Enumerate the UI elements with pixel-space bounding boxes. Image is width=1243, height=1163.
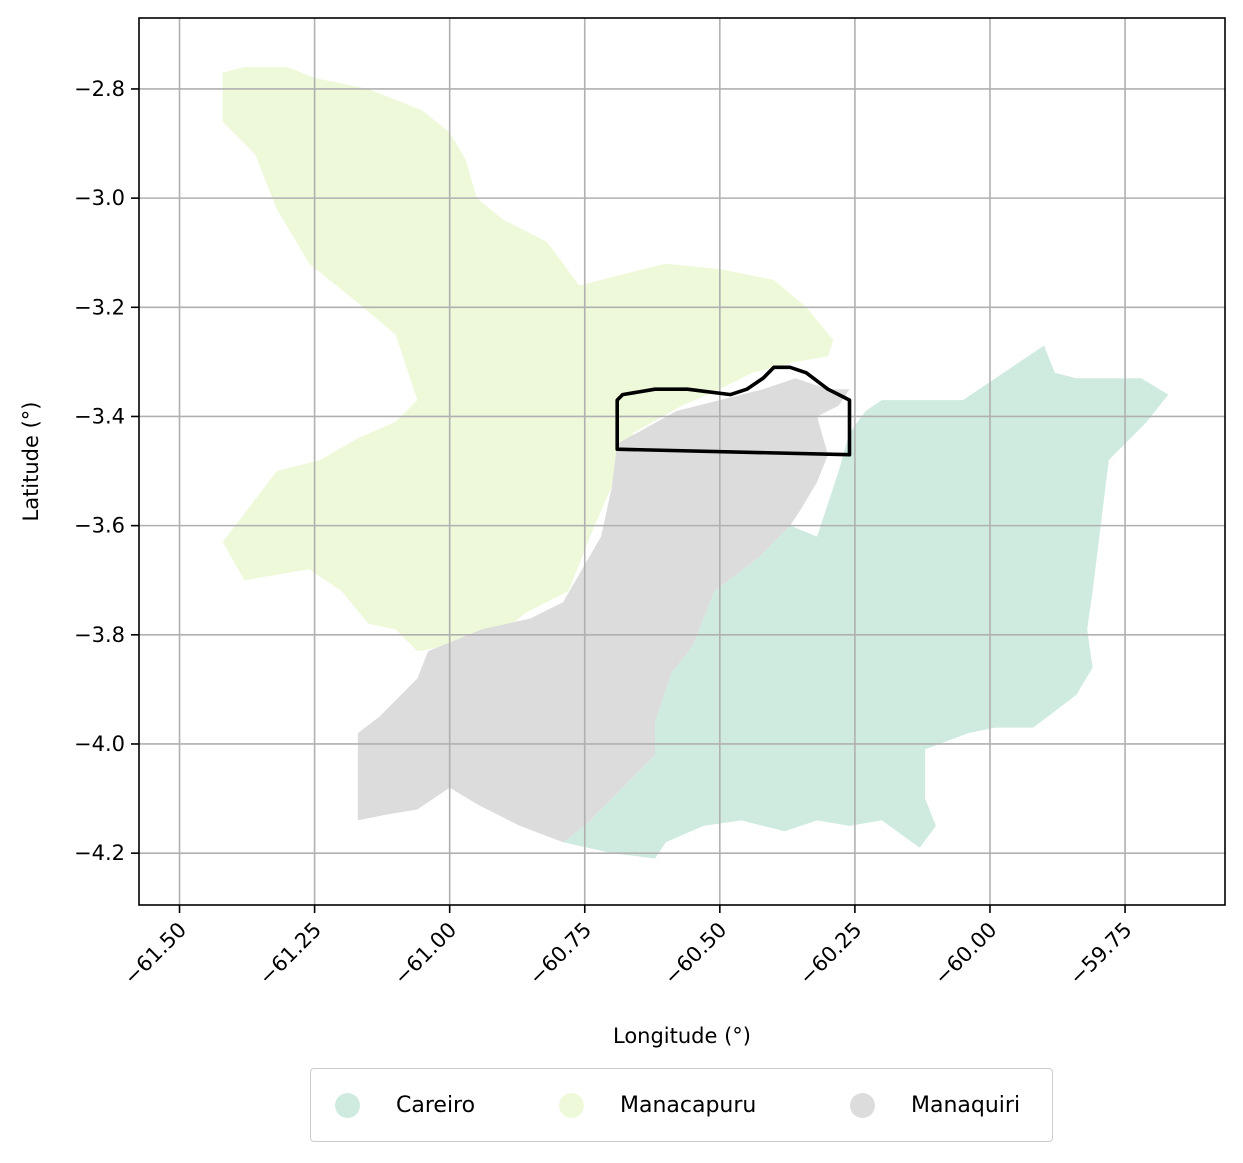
legend-marker-manacapuru (559, 1092, 584, 1118)
region-careiro (563, 345, 1169, 859)
grid-layer (139, 18, 1225, 905)
study-area-outline (615, 365, 852, 457)
x-tick-label: −60.50 (659, 918, 731, 990)
x-tick-label: −60.25 (795, 918, 867, 990)
region-manaquiri (357, 378, 850, 843)
y-tick-label: −2.8 (74, 77, 125, 101)
study-area-outline-layer (615, 365, 852, 457)
plot-frame (138, 17, 1226, 906)
x-axis-title: Longitude (°) (613, 1024, 751, 1048)
regions-layer (222, 67, 1169, 859)
x-tick-label: −60.75 (524, 918, 596, 990)
legend-label-manaquiri: Manaquiri (911, 1092, 1021, 1118)
y-tick-label: −3.8 (74, 623, 125, 647)
x-tick-label: −61.00 (389, 918, 461, 990)
y-tick-label: −4.0 (74, 732, 125, 756)
y-tick-label: −4.2 (74, 841, 125, 865)
x-tick-label: −60.00 (930, 918, 1002, 990)
y-tick-label: −3.6 (74, 514, 125, 538)
legend-marker-manaquiri (850, 1092, 875, 1118)
legend-marker-careiro (335, 1092, 360, 1118)
legend-item-manaquiri: Manaquiri (850, 1069, 1020, 1141)
legend-item-careiro: Careiro (335, 1069, 475, 1141)
region-manacapuru (222, 67, 834, 652)
y-tick-label: −3.2 (74, 295, 125, 319)
y-tick-label: −3.4 (74, 404, 125, 428)
x-tick-label: −59.75 (1065, 918, 1137, 990)
y-tick-label: −3.0 (74, 186, 125, 210)
legend-label-manacapuru: Manacapuru (620, 1092, 757, 1118)
legend-label-careiro: Careiro (396, 1092, 476, 1118)
legend: Careiro Manacapuru Manaquiri (310, 1068, 1053, 1142)
x-tick-label: −61.50 (119, 918, 191, 990)
legend-item-manacapuru: Manacapuru (559, 1069, 756, 1141)
y-axis-title: Latitude (°) (19, 402, 43, 522)
x-tick-label: −61.25 (254, 918, 326, 990)
